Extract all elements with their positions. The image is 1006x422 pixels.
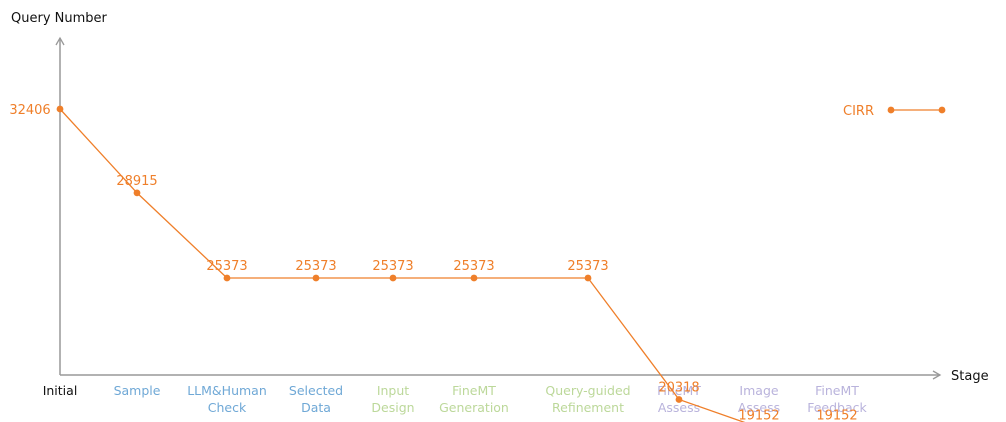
x-tick-label: FineMT [452, 383, 496, 398]
data-point [223, 274, 231, 282]
x-tick-label: Check [208, 400, 247, 415]
data-label: 20318 [658, 380, 699, 395]
x-tick-label: Input [377, 383, 409, 398]
data-label: 28915 [116, 174, 157, 189]
x-tick-label: Refinement [552, 400, 624, 415]
data-label: 19152 [738, 408, 779, 422]
data-point [470, 274, 478, 282]
x-tick-label: FineMT [815, 383, 859, 398]
data-label: 25373 [206, 259, 247, 274]
data-point [389, 274, 397, 282]
x-tick-label: Image [739, 383, 778, 398]
x-tick-label: Data [301, 400, 331, 415]
data-label: 25373 [453, 259, 494, 274]
legend-label: CIRR [843, 104, 874, 119]
data-point [56, 105, 64, 113]
series-lines [59, 108, 746, 422]
data-point [133, 189, 141, 197]
y-axis-title: Query Number [11, 11, 108, 26]
data-points [56, 105, 683, 403]
data-labels: 32406 28915 25373 25373 25373 25373 25373 20318… [9, 103, 857, 422]
x-tick-label: Assess [738, 400, 780, 415]
data-label: 25373 [295, 259, 336, 274]
legend-marker [938, 106, 946, 114]
data-label: 25373 [567, 259, 608, 274]
data-label: 32406 [9, 103, 50, 118]
x-tick-label: Selected [289, 383, 343, 398]
series-line [59, 108, 746, 422]
x-tick-label: Generation [439, 400, 509, 415]
data-label: 19152 [816, 408, 857, 422]
x-tick-label: Query-guided [545, 383, 630, 398]
x-tick-label: Feedback [807, 400, 867, 415]
x-axis-title: Stage [951, 369, 989, 384]
x-tick-label: LLM&Human [187, 383, 267, 398]
legend: CIRR [843, 104, 946, 119]
data-point [584, 274, 592, 282]
data-point [675, 396, 683, 403]
data-label: 25373 [372, 259, 413, 274]
legend-marker [887, 106, 895, 114]
x-tick-label: Design [371, 400, 414, 415]
x-tick-label: Sample [114, 383, 161, 398]
x-tick-label: Initial [43, 383, 78, 398]
data-point [312, 274, 320, 282]
x-tick-label: FineMT [657, 383, 701, 398]
